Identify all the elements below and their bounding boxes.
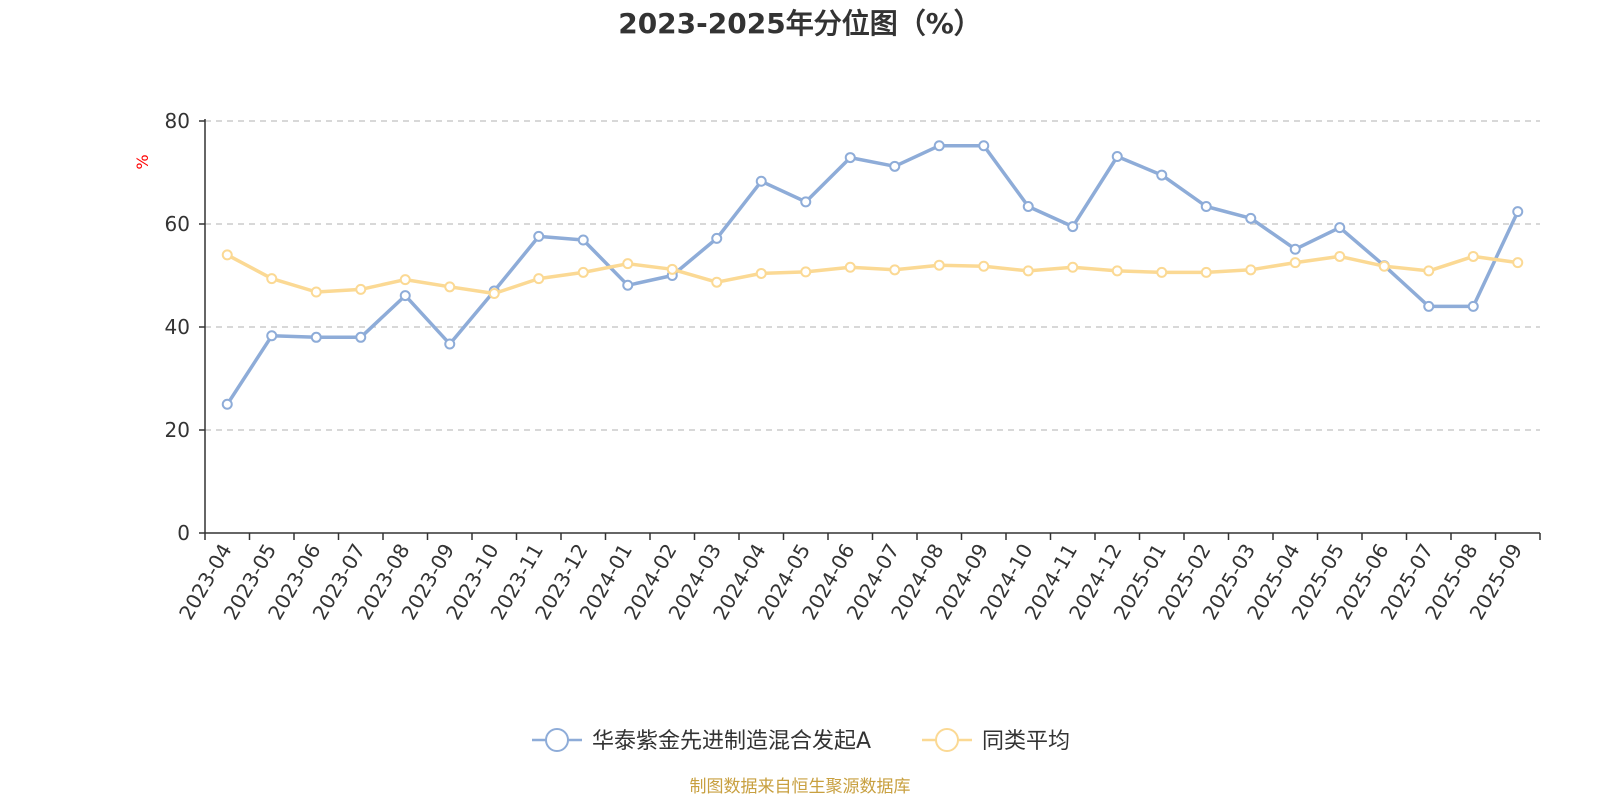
series-0-point	[844, 152, 856, 164]
series-1-point	[1467, 250, 1479, 262]
y-tick-label: 60	[165, 212, 190, 236]
series-1-point	[1022, 265, 1034, 277]
series-1-point	[1289, 257, 1301, 269]
y-tick-label: 40	[165, 315, 190, 339]
data-source-note: 制图数据来自恒生聚源数据库	[690, 777, 911, 797]
series-0-point	[1067, 221, 1079, 233]
series-0-point	[1289, 243, 1301, 255]
y-tick-label: 20	[165, 418, 190, 442]
series-1-point	[577, 266, 589, 278]
series-1-point	[933, 259, 945, 271]
series-1-point	[666, 263, 678, 275]
series-0-point	[1423, 300, 1435, 312]
series-0-point	[1200, 200, 1212, 212]
series-1-point	[310, 286, 322, 298]
series-1-point	[355, 283, 367, 295]
series-1-point	[1245, 264, 1257, 276]
legend-marker-1	[935, 728, 959, 752]
series-1-point	[1423, 265, 1435, 277]
series-0-point	[711, 232, 723, 244]
legend-marker-0	[545, 728, 569, 752]
series-0-point	[399, 290, 411, 302]
series-0-point	[310, 331, 322, 343]
series-1-point	[221, 249, 233, 261]
series-0-point	[933, 140, 945, 152]
series-1-point	[533, 273, 545, 285]
legend: 华泰紫金先进制造混合发起A 同类平均	[532, 728, 1070, 754]
grid-lines	[205, 120, 1540, 431]
legend-label-1: 同类平均	[982, 729, 1070, 754]
series-0-point	[444, 338, 456, 350]
series-1-point	[1334, 250, 1346, 262]
series-1-point	[444, 281, 456, 293]
series-1-point	[1111, 265, 1123, 277]
series-0-point	[800, 196, 812, 208]
series-line-1	[225, 253, 1520, 296]
series-0-point	[1467, 300, 1479, 312]
series-0-point	[1334, 222, 1346, 234]
series-1-point	[399, 274, 411, 286]
series-1-point	[711, 276, 723, 288]
y-axis-label: %	[133, 154, 152, 169]
series-0-point	[1111, 151, 1123, 163]
series-1-point	[1067, 261, 1079, 273]
legend-label-0: 华泰紫金先进制造混合发起A	[592, 729, 871, 754]
series-1-point	[1512, 257, 1524, 269]
series-1-point	[978, 260, 990, 272]
series-0-point	[355, 331, 367, 343]
series-line-0	[225, 143, 1520, 407]
series-1-point	[889, 264, 901, 276]
series-1-point	[266, 273, 278, 285]
series-0-point	[755, 175, 767, 187]
series-0-point	[1512, 206, 1524, 218]
series-1-point	[622, 258, 634, 270]
series-0-point	[889, 160, 901, 172]
series-0-point	[533, 230, 545, 242]
series-1-point	[1200, 266, 1212, 278]
series-0-point	[1022, 200, 1034, 212]
series-1-point	[1378, 260, 1390, 272]
series-0-point	[1156, 169, 1168, 181]
y-tick-label: 0	[177, 521, 190, 545]
series-0-point	[622, 279, 634, 291]
series-1-point	[1156, 266, 1168, 278]
series-0-point	[577, 234, 589, 246]
chart-title: 2023-2025年分位图（%）	[618, 7, 982, 40]
series-0-point	[1245, 212, 1257, 224]
series-0-point	[266, 330, 278, 342]
series-1-point	[844, 261, 856, 273]
series-1-point	[800, 266, 812, 278]
series-lines	[221, 140, 1524, 410]
series-1-point	[488, 288, 500, 300]
series-0-point	[978, 140, 990, 152]
series-0-point	[221, 398, 233, 410]
y-tick-label: 80	[165, 109, 190, 133]
axes: 0204060802023-042023-052023-062023-07202…	[165, 109, 1541, 624]
series-1-point	[755, 267, 767, 279]
